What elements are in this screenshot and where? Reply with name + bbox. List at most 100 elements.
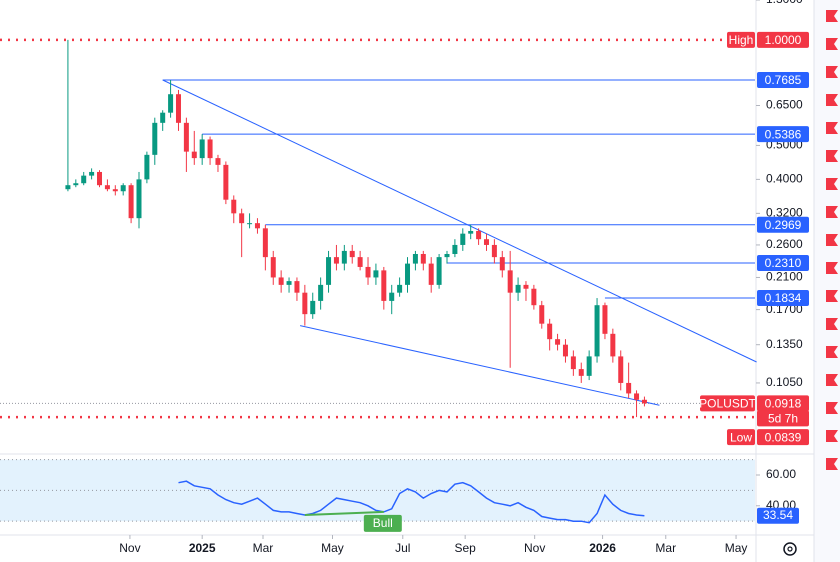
candle-body — [373, 270, 379, 278]
candle-body — [168, 94, 174, 113]
x-tick-label: Sep — [454, 541, 476, 555]
candle-body — [483, 239, 489, 245]
candle-body — [262, 228, 268, 258]
candle-body — [112, 189, 118, 192]
candle-body — [578, 369, 584, 376]
candle-body — [270, 257, 276, 278]
y-tick-label: 0.4000 — [766, 172, 803, 186]
candle-body — [357, 257, 363, 267]
sidebar — [813, 0, 840, 562]
candle-body — [215, 158, 221, 165]
y-tick-label: 0.2100 — [766, 270, 803, 284]
candle-body — [499, 257, 505, 271]
candle-body — [175, 94, 181, 123]
candle-body — [389, 292, 395, 301]
sidebar-flag — [826, 402, 838, 414]
candle-body — [247, 223, 253, 225]
sidebar-flag — [826, 318, 838, 330]
candle-body — [515, 284, 521, 293]
candle-body — [405, 263, 411, 285]
divergence-label-box — [363, 514, 402, 532]
candle-body — [547, 323, 553, 340]
candle-body — [436, 257, 442, 285]
sidebar-flag — [826, 290, 838, 302]
candle-body — [231, 199, 237, 214]
level-label-box — [757, 72, 809, 89]
candle-body — [420, 253, 426, 264]
sidebar-flag — [826, 346, 838, 358]
rsi-line — [178, 480, 645, 524]
x-tick-label: Nov — [524, 541, 545, 555]
rsi-value-label: 33.54 — [763, 508, 793, 522]
x-tick-label: Mar — [253, 541, 274, 555]
settings-icon[interactable] — [783, 542, 797, 556]
x-tick-label: Jul — [395, 541, 410, 555]
candle-body — [160, 112, 166, 123]
candle-body — [381, 270, 387, 301]
high-value: 1.0000 — [765, 33, 802, 47]
candle-body — [531, 288, 537, 306]
x-tick-label: Mar — [655, 541, 676, 555]
sidebar-flag — [826, 374, 838, 386]
candle-body — [223, 164, 229, 200]
candle-body — [341, 250, 347, 264]
candle-body — [349, 250, 355, 258]
high-name: High — [729, 33, 754, 47]
low-value-box — [757, 429, 809, 446]
y-tick-label: 0.3200 — [766, 206, 803, 220]
candle-body — [199, 139, 205, 159]
candle-body — [152, 122, 158, 155]
candle-body — [144, 154, 150, 180]
level-label: 0.7685 — [765, 73, 802, 87]
level-label: 0.2310 — [765, 256, 802, 270]
y-tick-label: 0.2600 — [766, 237, 803, 251]
candle-body — [507, 270, 513, 293]
trendline — [299, 325, 660, 406]
candle-body — [294, 281, 300, 293]
candle-body — [397, 284, 403, 293]
y-tick-label: 1.3000 — [766, 0, 803, 6]
countdown-box — [757, 410, 809, 427]
y-tick-label: 0.1350 — [766, 337, 803, 351]
candle-body — [239, 213, 245, 224]
candle-body — [610, 333, 616, 357]
candle-body — [65, 185, 71, 190]
sidebar-flag — [826, 66, 838, 78]
level-label: 0.5386 — [765, 127, 802, 141]
candle-body — [120, 185, 126, 192]
countdown: 5d 7h — [768, 412, 798, 426]
sidebar-bg — [814, 0, 840, 562]
x-tick-label: 2026 — [589, 541, 616, 555]
level-label: 0.2969 — [765, 218, 802, 232]
trendline — [162, 79, 757, 363]
sidebar-flag — [826, 262, 838, 274]
gear-inner[interactable] — [787, 546, 793, 552]
sidebar-flag — [826, 458, 838, 470]
candle-body — [555, 339, 561, 345]
x-tick-label: 2025 — [189, 541, 216, 555]
x-tick-label: May — [321, 541, 344, 555]
candle-body — [81, 175, 87, 184]
low-value: 0.0839 — [765, 430, 802, 444]
y-tick-label: 60.00 — [766, 467, 796, 481]
divergence-line — [304, 510, 384, 516]
last-price: 0.0918 — [765, 397, 802, 411]
candle-body — [365, 266, 371, 278]
y-tick-label: 0.1050 — [766, 375, 803, 389]
high-value-box — [757, 31, 809, 48]
candle-body — [634, 393, 640, 400]
rsi-value-box — [757, 507, 799, 524]
candle-body — [460, 233, 466, 245]
divergence-label: Bull — [373, 516, 393, 530]
y-tick-label: 0.6500 — [766, 98, 803, 112]
candle-body — [602, 305, 608, 334]
gear-outer[interactable] — [783, 542, 797, 556]
level-label-box — [757, 254, 809, 271]
candle-body — [89, 171, 95, 176]
candle-body — [73, 183, 79, 186]
candle-body — [207, 139, 213, 159]
sidebar-flag — [826, 206, 838, 218]
candle-body — [326, 257, 332, 285]
sidebar-flag — [826, 150, 838, 162]
candle-body — [444, 253, 450, 258]
